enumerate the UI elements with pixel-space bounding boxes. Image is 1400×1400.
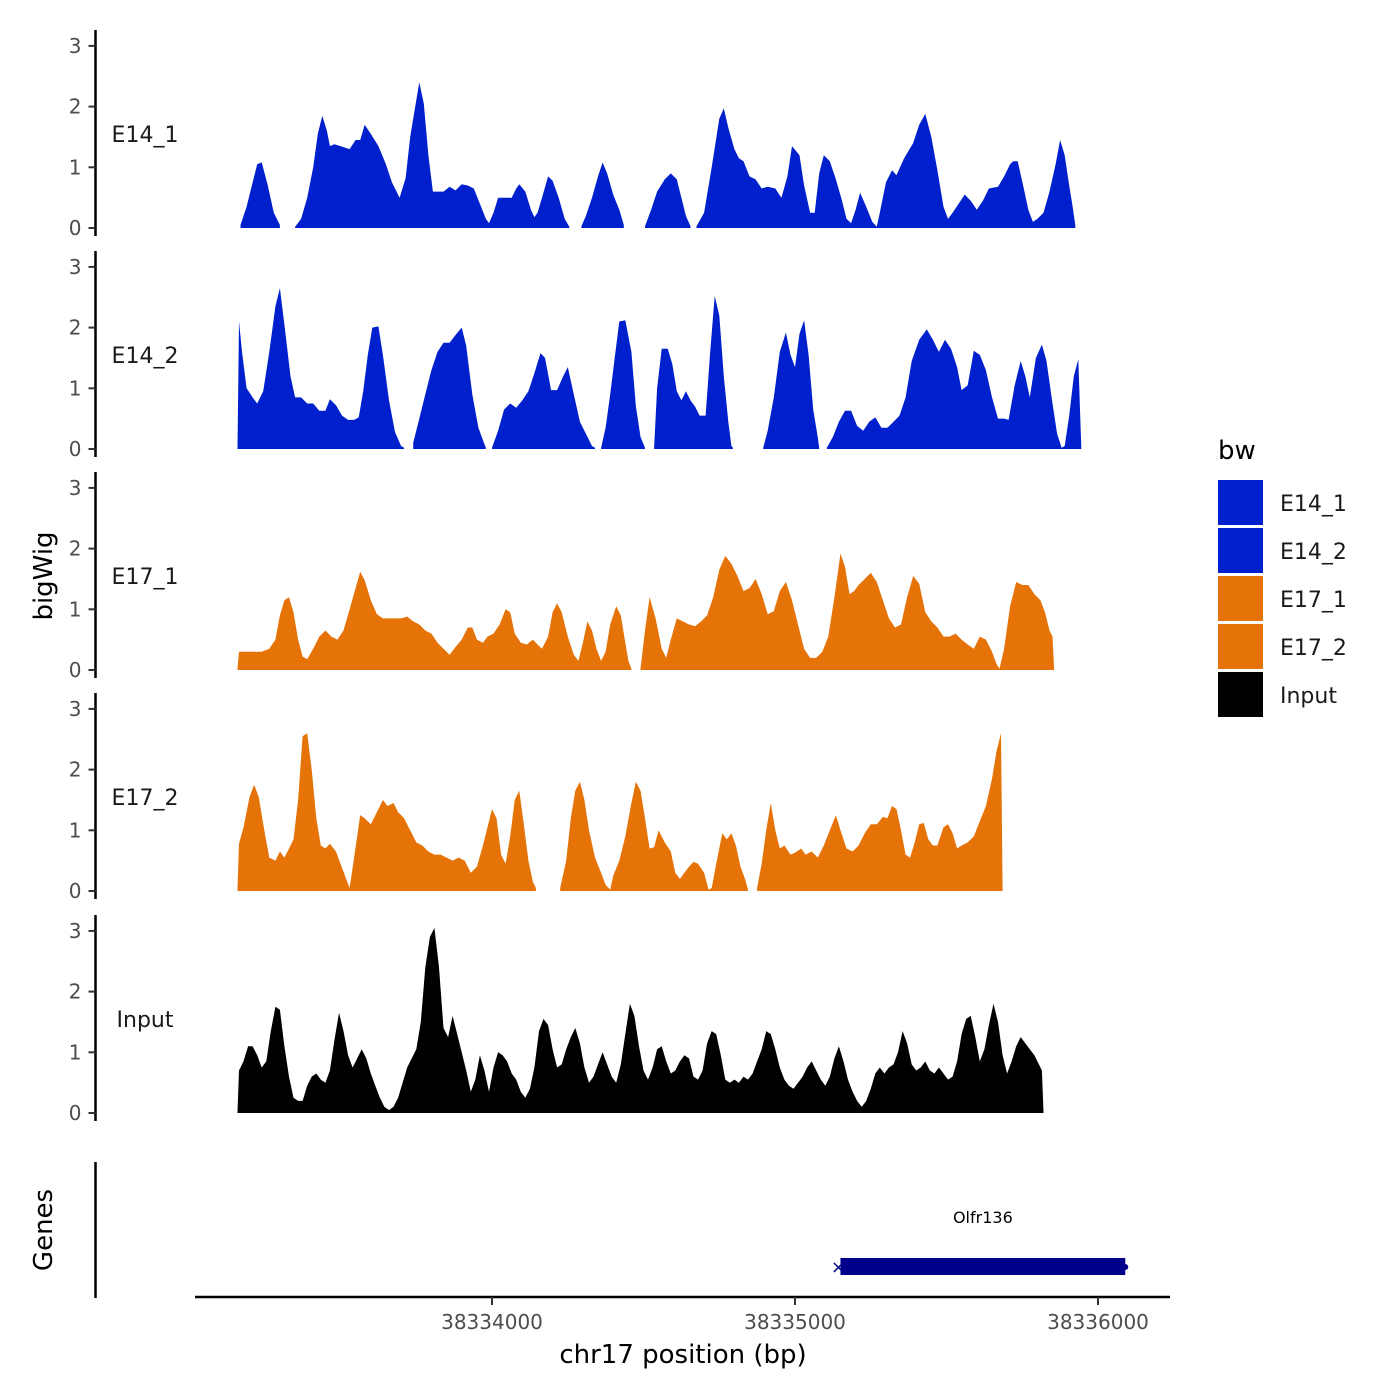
y-tick-label-E17_2-3: 3 xyxy=(69,697,82,721)
genes-axis-title: Genes xyxy=(29,1189,59,1271)
area-E14_1-segment-3 xyxy=(645,173,691,228)
y-tick-label-E14_2-0: 0 xyxy=(69,437,82,461)
x-tick-label-38334000: 38334000 xyxy=(441,1310,543,1334)
y-tick-label-E17_2-2: 2 xyxy=(69,758,82,782)
y-tick-label-E17_1-1: 1 xyxy=(69,597,82,621)
gene-strand-marker-Olfr136: × xyxy=(831,1257,846,1278)
y-tick-label-Input-1: 1 xyxy=(69,1040,82,1064)
gene-label-Olfr136: Olfr136 xyxy=(953,1208,1013,1227)
legend-key-E17_1 xyxy=(1218,576,1263,621)
track-E17_1: 0 1 2 3 E17_1 xyxy=(69,472,1055,682)
area-E14_1-segment-2 xyxy=(581,162,624,228)
area-E14_2-segment-3 xyxy=(601,320,645,449)
legend-key-E14_1 xyxy=(1218,480,1263,525)
legend-key-Input xyxy=(1218,672,1263,717)
y-tick-label-Input-3: 3 xyxy=(69,919,82,943)
tracks-group: 0 1 2 3 E14_1 0 1 2 3 E14_2 0 1 2 3 E17_1 0 1 2 3 E17_2 0 1 2 3… xyxy=(69,30,1082,1125)
legend-label-E14_2: E14_2 xyxy=(1280,540,1347,565)
track-label-E14_1: E14_1 xyxy=(112,123,179,148)
y-tick-label-Input-2: 2 xyxy=(69,980,82,1004)
legend: bw E14_1 E14_2 E17_1 E17_2 Input xyxy=(1218,436,1347,717)
x-tick-label-38335000: 38335000 xyxy=(744,1310,846,1334)
y-tick-label-E17_1-0: 0 xyxy=(69,658,82,682)
track-label-E17_2: E17_2 xyxy=(112,786,179,811)
track-E17_2: 0 1 2 3 E17_2 xyxy=(69,693,1003,903)
y-tick-label-E14_2-3: 3 xyxy=(69,255,82,279)
area-Input-segment-0 xyxy=(237,927,1044,1113)
track-E14_2: 0 1 2 3 E14_2 xyxy=(69,251,1082,461)
gene-marks: × Olfr136 xyxy=(831,1208,1129,1278)
legend-label-Input: Input xyxy=(1280,684,1337,709)
gene-body-Olfr136 xyxy=(840,1258,1126,1275)
area-E14_2-segment-6 xyxy=(826,329,1082,449)
area-E14_2-segment-1 xyxy=(413,327,486,449)
area-E14_2-segment-5 xyxy=(763,320,820,449)
area-E17_1-segment-0 xyxy=(237,571,632,670)
y-tick-label-E14_1-3: 3 xyxy=(69,34,82,58)
y-tick-label-E14_1-0: 0 xyxy=(69,216,82,240)
y-tick-label-E17_1-3: 3 xyxy=(69,476,82,500)
area-E14_2-segment-4 xyxy=(654,296,733,449)
track-label-E17_1: E17_1 xyxy=(112,565,179,590)
legend-label-E17_1: E17_1 xyxy=(1280,588,1347,613)
x-tick-label-38336000: 38336000 xyxy=(1047,1310,1149,1334)
area-E14_2-segment-2 xyxy=(492,353,595,449)
y-axis-title: bigWig xyxy=(29,531,59,620)
area-E17_2-segment-2 xyxy=(757,733,1003,891)
legend-key-E17_2 xyxy=(1218,624,1263,669)
legend-label-E17_2: E17_2 xyxy=(1280,636,1347,661)
track-Input: 0 1 2 3 Input xyxy=(69,915,1044,1125)
legend-key-E14_2 xyxy=(1218,528,1263,573)
area-E17_2-segment-0 xyxy=(237,733,536,891)
area-E14_1-segment-0 xyxy=(240,162,280,228)
track-label-Input: Input xyxy=(117,1008,174,1033)
x-axis: 38334000 38335000 38336000 xyxy=(195,1295,1170,1334)
legend-title: bw xyxy=(1218,436,1256,466)
y-tick-label-E17_2-1: 1 xyxy=(69,818,82,842)
y-tick-label-Input-0: 0 xyxy=(69,1101,82,1125)
legend-label-E14_1: E14_1 xyxy=(1280,492,1347,517)
y-tick-label-E14_2-2: 2 xyxy=(69,316,82,340)
area-E17_2-segment-1 xyxy=(560,781,748,891)
genes-panel: Genes × Olfr136 xyxy=(29,1162,1129,1298)
area-E14_2-segment-0 xyxy=(237,288,405,449)
y-tick-label-E17_1-2: 2 xyxy=(69,537,82,561)
y-tick-label-E14_2-1: 1 xyxy=(69,376,82,400)
y-tick-label-E14_1-1: 1 xyxy=(69,155,82,179)
y-tick-label-E17_2-0: 0 xyxy=(69,879,82,903)
track-E14_1: 0 1 2 3 E14_1 xyxy=(69,30,1076,240)
gene-end-marker-Olfr136 xyxy=(1122,1264,1129,1270)
x-axis-title: chr17 position (bp) xyxy=(559,1340,806,1370)
track-label-E14_2: E14_2 xyxy=(112,344,179,369)
y-tick-label-E14_1-2: 2 xyxy=(69,95,82,119)
area-E14_1-segment-1 xyxy=(295,82,570,228)
area-E14_1-segment-4 xyxy=(696,108,1076,228)
area-E17_1-segment-1 xyxy=(640,553,1055,670)
